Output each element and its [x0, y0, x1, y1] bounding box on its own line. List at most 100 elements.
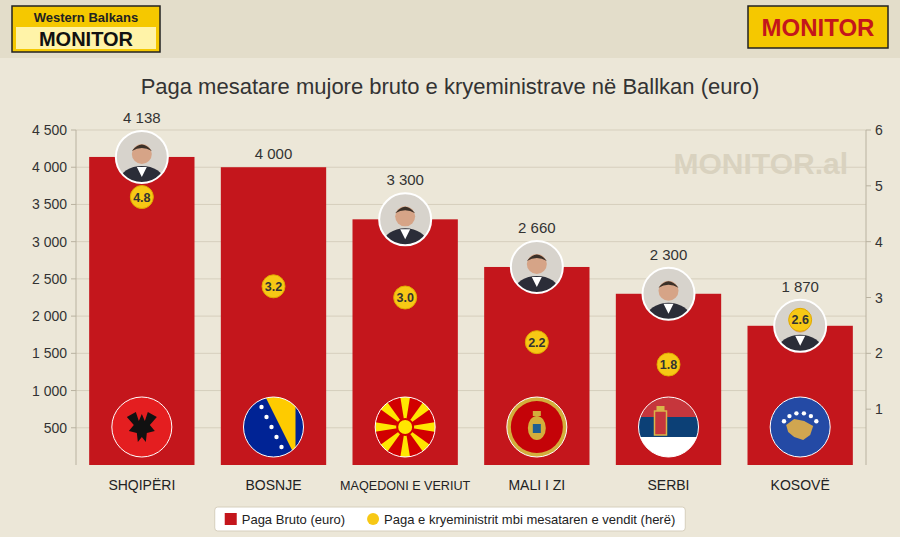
portrait — [774, 300, 826, 365]
flag-star — [259, 405, 263, 409]
flag — [770, 397, 830, 457]
portrait-frame — [379, 193, 431, 245]
chart: Western BalkansMONITORMONITORPaga mesata… — [0, 0, 900, 537]
dot — [262, 275, 285, 298]
dot — [789, 308, 812, 331]
y2-tick-label: 5 — [875, 178, 883, 194]
portrait-hair — [395, 207, 415, 214]
dots — [130, 186, 811, 377]
grid-line — [76, 130, 866, 131]
flag-map — [786, 419, 813, 440]
logo-left-inner — [16, 27, 156, 49]
y-tick — [71, 353, 76, 354]
dot — [657, 353, 680, 376]
flag — [507, 397, 567, 457]
dot-label: 1.8 — [660, 358, 677, 372]
bar — [89, 157, 194, 465]
flag-emblem — [528, 416, 546, 440]
logo-left-top: Western Balkans — [34, 10, 139, 25]
flag-star — [787, 414, 791, 418]
legend-swatch — [225, 513, 237, 525]
legend-label: Paga e kryeministrit mbi mesataren e ven… — [384, 512, 675, 527]
y-tick — [71, 278, 76, 279]
flag-frame — [639, 397, 699, 457]
dot — [525, 331, 548, 354]
portrait — [643, 268, 695, 333]
dot-label: 2.6 — [791, 313, 808, 327]
portrait-bg — [774, 300, 826, 352]
flag-frame — [112, 397, 172, 457]
portrait-head — [132, 144, 152, 164]
labels: 4 1384 0003 3002 6602 3001 8704.83.23.02… — [123, 109, 819, 372]
flag-star — [284, 455, 288, 459]
watermark: MONITOR.al — [674, 147, 848, 180]
category-label: BOSNJE — [245, 477, 301, 493]
bar — [484, 267, 589, 465]
flag — [362, 384, 449, 471]
flag-star — [802, 411, 806, 415]
flag-eagle — [127, 412, 157, 442]
header-band — [0, 0, 900, 58]
dot — [130, 186, 153, 209]
portrait-head — [395, 206, 415, 226]
category-label: SERBI — [647, 477, 689, 493]
flag-border — [507, 397, 567, 457]
legend-swatch — [367, 513, 379, 525]
flag — [112, 397, 172, 457]
flag-crown — [657, 406, 665, 411]
flag-star — [269, 425, 273, 429]
logo-right-box — [748, 6, 888, 48]
y2-tick-label: 6 — [875, 122, 883, 138]
flag-star — [274, 435, 278, 439]
flag-star — [782, 419, 786, 423]
legend-box — [215, 507, 686, 531]
portrait-frame — [116, 131, 168, 183]
legend: Paga Bruto (euro)Paga e kryeministrit mb… — [215, 507, 686, 531]
flag-bg — [511, 401, 563, 453]
portrait — [511, 241, 563, 306]
portrait-suit — [778, 335, 822, 365]
dot — [394, 286, 417, 309]
y-tick — [71, 204, 76, 205]
y2-tick — [866, 241, 871, 242]
flag-frame — [244, 397, 304, 457]
portrait-bg — [643, 268, 695, 320]
portrait-hair — [132, 144, 152, 151]
y-tick — [71, 241, 76, 242]
y2-tick-label: 3 — [875, 290, 883, 306]
dot-label: 2.2 — [528, 336, 545, 350]
logo-left-main: MONITOR — [39, 28, 134, 50]
y-tick-label: 500 — [44, 420, 68, 436]
y2-tick — [866, 185, 871, 186]
flag — [639, 397, 699, 457]
y2-tick — [866, 409, 871, 410]
portrait-hair — [659, 281, 679, 288]
dot-label: 3.0 — [396, 291, 413, 305]
flag-star — [254, 395, 258, 399]
y-tick — [71, 427, 76, 428]
flag — [244, 395, 304, 459]
y2-tick — [866, 130, 871, 131]
axes: 5001 0001 5002 0002 5003 0003 5004 0004 … — [32, 122, 883, 465]
bar — [221, 167, 326, 465]
bar — [353, 219, 458, 465]
bar-label: 2 300 — [650, 246, 688, 263]
title: Paga mesatare mujore bruto e kryeministr… — [141, 74, 760, 99]
category-label: MALI I ZI — [508, 477, 565, 493]
portrait-suit — [515, 276, 559, 306]
bar-label: 4 000 — [255, 145, 293, 162]
y-tick-label: 4 000 — [32, 159, 67, 175]
portrait-frame — [774, 300, 826, 352]
category-label: KOSOVË — [771, 477, 830, 493]
y2-tick-label: 4 — [875, 234, 883, 250]
flag-star — [279, 445, 283, 449]
category-label: MAQEDONI E VERIUT — [340, 479, 470, 493]
portrait-shirt — [400, 229, 410, 239]
flag-sun — [397, 419, 413, 435]
flag-star — [794, 411, 798, 415]
bar-label: 1 870 — [781, 278, 819, 295]
flag-shield — [533, 424, 541, 433]
y2-tick — [866, 353, 871, 354]
y-tick — [71, 316, 76, 317]
y-tick-label: 3 500 — [32, 196, 67, 212]
